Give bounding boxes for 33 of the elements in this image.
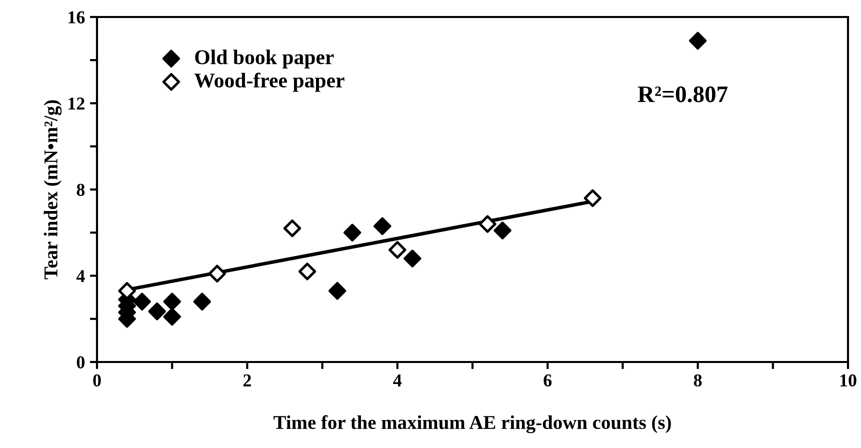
point [163,308,181,326]
x-tick-label: 10 [840,374,856,387]
y-axis-title: Tear index (mN•m²/g) [44,100,62,280]
y-tick-label: 0 [76,356,85,368]
x-tick-label: 4 [393,374,402,386]
point [388,241,406,259]
x-tick-label: 2 [243,374,251,386]
y-tick-label: 8 [76,184,85,196]
point [478,215,496,233]
point [148,302,166,320]
point [404,250,422,268]
y-tick-label: 16 [68,11,85,24]
point [193,292,211,310]
point [283,219,302,238]
point [374,217,392,236]
x-axis-title: Time for the maximum AE ring-down counts (s) [274,415,671,434]
x-tick-label: 0 [93,374,101,387]
y-tick-label: 4 [76,270,85,282]
point [494,222,512,240]
point [208,264,226,282]
x-tick-label: 8 [694,374,702,387]
legend-label: Wood-free paper [194,72,344,92]
annotation: R²=0.807 [638,86,728,102]
point [584,189,602,207]
point [328,282,346,300]
point [163,292,181,310]
y-tick-label: 12 [68,98,84,110]
point [298,262,316,280]
point [688,32,707,50]
legend-label: Old book paper [195,50,334,69]
point [343,224,362,242]
point [133,292,151,310]
x-tick-label: 6 [544,374,552,387]
